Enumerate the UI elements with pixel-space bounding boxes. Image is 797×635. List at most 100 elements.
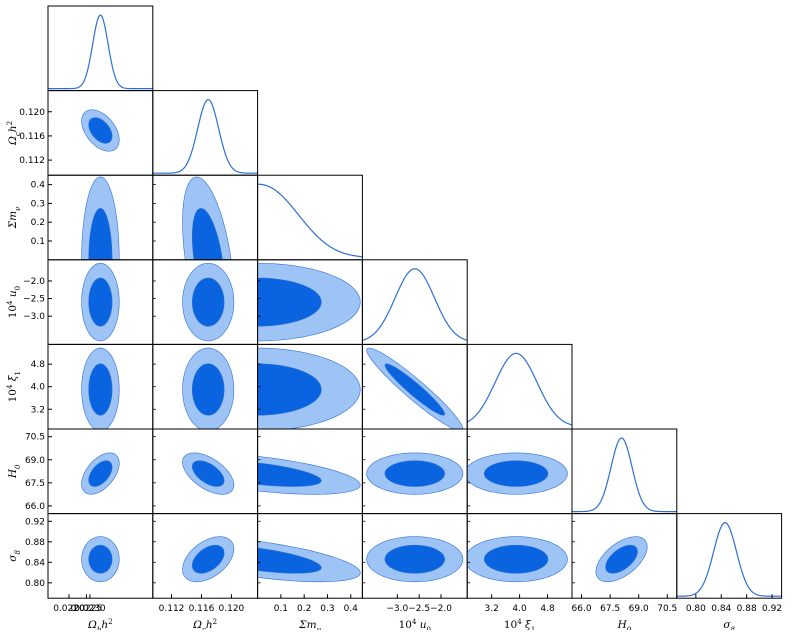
x-axis-label-sigma8: σ8 (723, 619, 735, 630)
y-axis-label-u0: 104 u0 (6, 286, 22, 318)
panel-frame (257, 174, 363, 261)
y-axis-label-omch2: Ωch2 (6, 121, 22, 146)
marginal-panel-sigma8 (676, 513, 783, 599)
x-tick-label: −3.0 (386, 604, 408, 614)
marginal-curve-mnu (257, 183, 363, 258)
y-tick-label: −2.5 (23, 295, 45, 305)
x-axis-label-mnu: Σmν (298, 619, 321, 630)
y-tick-label: −2.0 (23, 277, 45, 287)
x-tick-label: 66.0 (572, 604, 592, 614)
y-tick-label: 4.0 (31, 383, 46, 393)
panel-frame (361, 259, 468, 345)
y-axis-label-xi1: 104 ξ1 (6, 371, 22, 402)
x-tick-label: 0.1 (274, 604, 288, 614)
contour-panel-ombh2-u0 (47, 259, 154, 345)
y-tick-label: 0.4 (31, 181, 46, 191)
x-tick-label: 0.0220 (53, 604, 85, 614)
marginal-panel-ombh2 (47, 5, 154, 92)
contour-panel-xi1-H0 (466, 428, 573, 515)
contour-68 (88, 208, 113, 260)
contour-panel-ombh2-sigma8 (47, 513, 154, 599)
contour-panel-omch2-mnu (152, 174, 259, 261)
contour-68 (88, 460, 113, 487)
y-tick-label: 0.92 (25, 517, 45, 527)
x-tick-label: −2.5 (408, 604, 430, 614)
y-tick-label: 0.3 (31, 199, 45, 209)
marginal-curve-xi1 (467, 352, 573, 426)
contour-panel-omch2-xi1 (152, 343, 259, 430)
x-axis-label-ombh2: Ωbh2 (87, 618, 112, 630)
x-tick-label: 3.2 (484, 604, 498, 614)
y-tick-label: 3.2 (31, 405, 45, 415)
x-tick-label: 0.0230 (74, 604, 106, 614)
x-axis-label-u0: 104 u0 (399, 618, 431, 630)
contour-panel-u0-xi1 (361, 343, 468, 430)
y-tick-label: 0.84 (25, 558, 45, 568)
x-tick-label: 70.5 (657, 604, 677, 614)
marginal-panel-H0 (571, 428, 678, 515)
contour-68 (384, 460, 445, 487)
contour-68 (191, 208, 223, 260)
y-axis-label-sigma8: σ8 (7, 550, 22, 562)
contour-68 (191, 277, 225, 327)
x-tick-label: 0.4 (344, 604, 359, 614)
panel-frame (47, 5, 154, 92)
contour-panel-ombh2-xi1 (47, 343, 154, 430)
contour-panel-ombh2-omch2 (47, 90, 154, 176)
contour-68 (88, 544, 113, 574)
contour-panel-mnu-u0 (257, 259, 363, 345)
panel-frame (466, 343, 573, 430)
y-tick-label: 0.116 (19, 132, 45, 142)
contour-68 (88, 363, 113, 416)
contour-panel-omch2-u0 (152, 259, 259, 345)
contour-panel-u0-sigma8 (361, 513, 468, 599)
contour-68 (257, 547, 322, 574)
y-tick-label: 0.80 (25, 579, 45, 589)
contour-68 (384, 544, 445, 574)
contour-68 (384, 363, 445, 416)
contour-panel-mnu-sigma8 (257, 513, 363, 599)
contour-68 (257, 363, 322, 416)
y-axis-label-mnu: Σmν (7, 206, 22, 229)
y-tick-label: 67.5 (25, 479, 45, 489)
x-axis-label-omch2: Ωch2 (192, 618, 217, 630)
x-tick-label: 67.5 (600, 604, 620, 614)
x-tick-label: 0.84 (711, 604, 731, 614)
contour-panel-xi1-sigma8 (466, 513, 573, 599)
contour-68 (605, 544, 638, 574)
y-tick-label: 66.0 (25, 502, 45, 512)
x-tick-label: 69.0 (629, 604, 649, 614)
contour-panel-u0-H0 (361, 428, 468, 515)
x-tick-label: 0.0225 (71, 604, 103, 614)
contour-68 (483, 460, 549, 487)
marginal-panel-u0 (361, 259, 468, 345)
x-tick-label: 0.112 (159, 604, 185, 614)
y-axis-label-H0: H0 (7, 464, 22, 479)
contour-panel-mnu-xi1 (257, 343, 363, 430)
contour-panel-mnu-H0 (257, 428, 363, 515)
x-tick-label: 0.92 (762, 604, 782, 614)
marginal-curve-u0 (362, 268, 468, 341)
x-tick-label: −2.0 (430, 604, 452, 614)
contour-68 (88, 277, 113, 327)
contour-panel-ombh2-mnu (47, 174, 154, 261)
contour-panel-omch2-sigma8 (152, 513, 259, 599)
contour-68 (483, 544, 549, 574)
contour-68 (191, 460, 225, 487)
contour-68 (257, 277, 322, 327)
x-axis-label-xi1: 104 ξ1 (504, 618, 535, 630)
x-tick-label: 0.80 (686, 604, 706, 614)
y-tick-label: 69.0 (25, 456, 45, 466)
y-tick-label: 4.8 (31, 360, 46, 370)
contour-68 (191, 363, 225, 416)
contour-68 (88, 117, 113, 144)
marginal-curve-H0 (572, 437, 677, 513)
y-tick-label: 0.88 (25, 538, 45, 548)
x-tick-label: 0.88 (737, 604, 757, 614)
y-tick-label: 0.120 (19, 108, 45, 118)
marginal-curve-sigma8 (676, 521, 782, 597)
x-axis-label-H0: H0 (617, 619, 632, 630)
y-tick-label: 0.2 (31, 218, 45, 228)
contour-68 (257, 462, 322, 487)
